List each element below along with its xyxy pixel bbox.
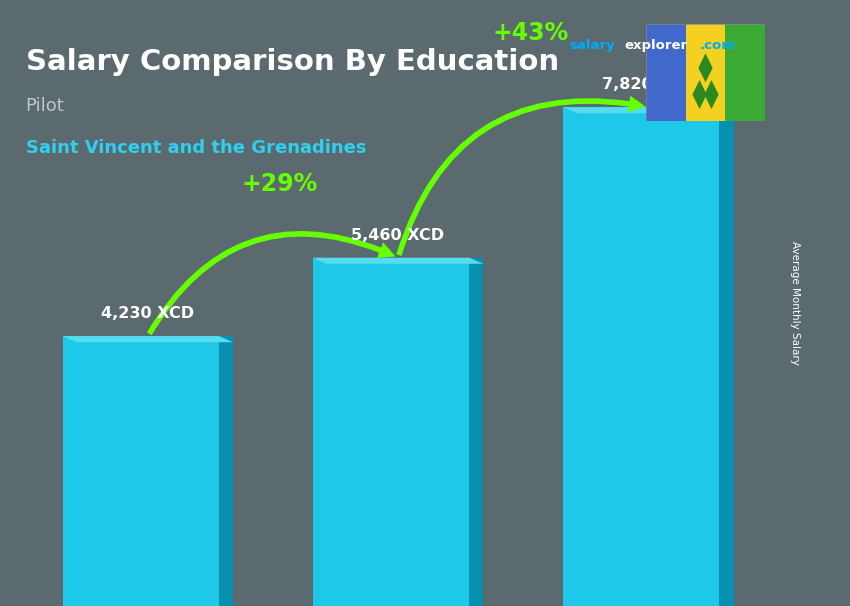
Polygon shape [699, 53, 712, 82]
Polygon shape [219, 336, 233, 606]
Text: Average Monthly Salary: Average Monthly Salary [790, 241, 800, 365]
Text: .com: .com [700, 39, 735, 52]
Polygon shape [469, 258, 484, 606]
Polygon shape [705, 80, 718, 109]
Bar [313, 258, 469, 606]
Bar [646, 24, 686, 121]
Text: explorer: explorer [625, 39, 688, 52]
Bar [725, 24, 765, 121]
Text: salary: salary [570, 39, 615, 52]
Polygon shape [719, 107, 734, 606]
Polygon shape [563, 107, 734, 113]
Text: 4,230 XCD: 4,230 XCD [101, 306, 195, 321]
Text: +43%: +43% [492, 21, 569, 45]
Text: Salary Comparison By Education: Salary Comparison By Education [26, 48, 558, 76]
Bar [563, 107, 719, 606]
Polygon shape [693, 80, 706, 109]
Bar [63, 336, 219, 606]
Text: 5,460 XCD: 5,460 XCD [352, 228, 445, 242]
Polygon shape [313, 258, 484, 264]
Bar [686, 24, 725, 121]
FancyArrowPatch shape [147, 231, 395, 335]
Polygon shape [63, 336, 233, 342]
Text: 7,820 XCD: 7,820 XCD [602, 77, 694, 92]
Text: +29%: +29% [242, 172, 318, 196]
Text: Pilot: Pilot [26, 97, 65, 115]
FancyArrowPatch shape [396, 96, 645, 256]
Text: Saint Vincent and the Grenadines: Saint Vincent and the Grenadines [26, 139, 366, 158]
